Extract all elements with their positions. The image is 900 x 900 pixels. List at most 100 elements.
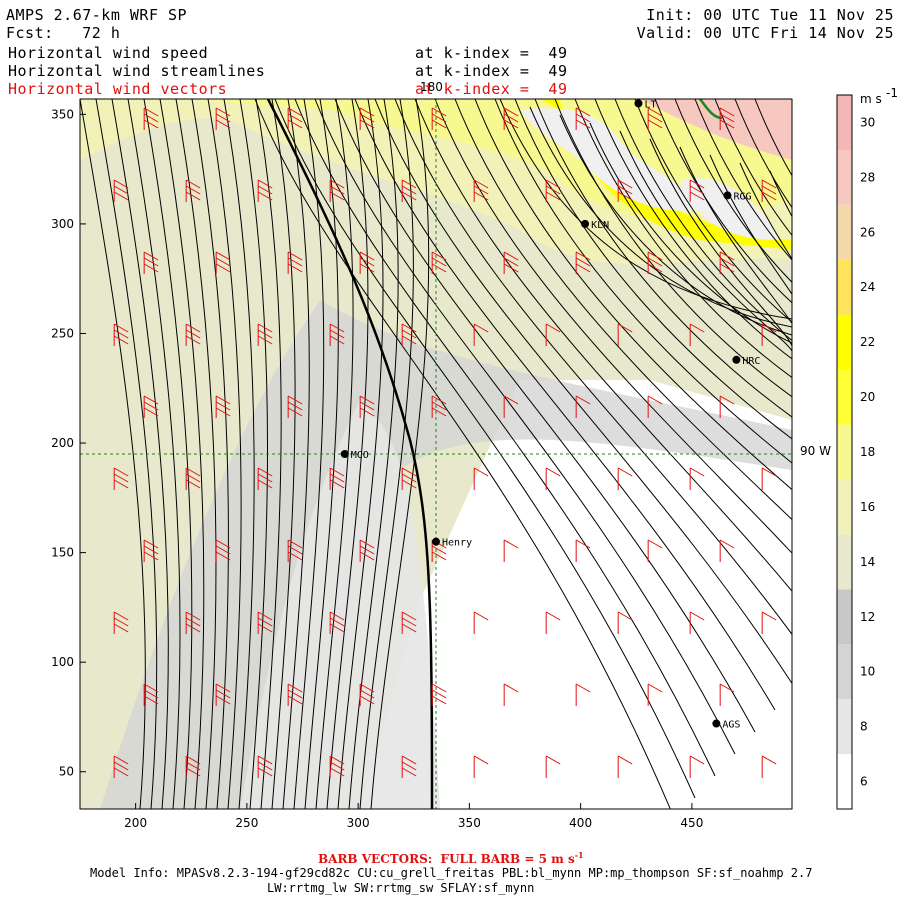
colorbar-label: 6 — [860, 775, 868, 789]
y-tick-label: 50 — [59, 765, 74, 779]
field-calm-region — [360, 380, 792, 809]
station-marker-henry — [432, 537, 440, 546]
wind-barb — [329, 179, 345, 202]
streamline — [95, 99, 158, 809]
model-info: Model Info: MPASv8.2.3-194-gf29cd82c CU:… — [90, 866, 813, 880]
wind-barb — [257, 755, 273, 778]
colorbar-swatch — [837, 204, 852, 260]
colorbar-label: 16 — [860, 500, 875, 514]
valid-time: Valid: 00 UTC Fri 14 Nov 25 — [636, 24, 894, 42]
field-coast-patch — [520, 108, 700, 211]
wind-barb — [647, 251, 663, 274]
colorbar-unit: m s — [860, 92, 882, 106]
streamline — [534, 99, 792, 418]
colorbar-swatch — [837, 534, 852, 590]
init-time: Init: 00 UTC Tue 11 Nov 25 — [646, 6, 894, 24]
station-label-henry: Henry — [442, 538, 472, 549]
model-info-physics: LW:rrtmg_lw SW:rrtmg_sw SFLAY:sf_mynn — [267, 881, 535, 895]
colorbar-label: 14 — [860, 555, 875, 569]
colorbar-label: 12 — [860, 610, 875, 624]
wind-barb — [359, 539, 375, 562]
wind-barb — [287, 683, 303, 706]
streamline — [454, 99, 792, 521]
y-tick-label: 300 — [51, 217, 74, 231]
field-name-wind-speed: Horizontal wind speed — [8, 44, 209, 62]
wind-barb — [503, 395, 519, 418]
x-tick-label: 450 — [680, 816, 703, 830]
wind-barb — [113, 611, 129, 634]
wind-barb — [503, 251, 519, 274]
wind-barb — [287, 251, 303, 274]
streamline — [159, 99, 205, 809]
streamline — [370, 99, 430, 809]
streamline — [175, 99, 217, 809]
streamline — [434, 99, 792, 554]
wind-barb — [617, 467, 633, 490]
streamline — [254, 99, 671, 809]
wind-barb — [431, 251, 447, 274]
wind-barb — [575, 683, 591, 706]
wind-barb — [719, 539, 735, 562]
wind-barb — [215, 539, 231, 562]
wind-barb — [719, 683, 735, 706]
colorbar-label: 22 — [860, 335, 875, 349]
streamline — [80, 99, 146, 809]
colorbar-swatch — [837, 479, 852, 535]
streamline — [709, 154, 792, 375]
streamline — [274, 99, 696, 799]
wind-barb — [431, 683, 447, 706]
station-label-rgg: RGG — [733, 191, 751, 202]
station-label-ags: AGS — [722, 720, 740, 731]
wind-barb — [689, 467, 705, 490]
streamline — [374, 99, 792, 685]
colorbar-label: 30 — [860, 115, 875, 129]
wind-barb — [401, 755, 417, 778]
colorbar-swatch — [837, 369, 852, 425]
wind-barb — [401, 323, 417, 346]
wind-barb — [185, 179, 201, 202]
colorbar-swatch — [837, 314, 852, 370]
wind-barb — [473, 755, 489, 778]
wind-barb — [761, 755, 777, 778]
streamline — [394, 99, 792, 636]
forecast-hour: Fcst: 72 h — [6, 24, 121, 42]
station-marker-mco — [340, 450, 349, 458]
wind-barb — [401, 611, 417, 634]
wind-barb — [575, 539, 591, 562]
streamline — [271, 99, 296, 809]
wind-barb — [617, 611, 633, 634]
wind-barb — [689, 323, 705, 346]
wind-barb — [359, 251, 375, 274]
y-tick-label: 150 — [51, 546, 74, 560]
wind-barb — [143, 395, 159, 418]
wind-barb — [761, 179, 777, 202]
wind-barb — [791, 684, 792, 706]
wind-barb — [761, 467, 777, 490]
wind-barb — [431, 107, 447, 130]
streamline — [348, 99, 399, 809]
field-light-band — [240, 400, 440, 809]
wind-barb — [689, 179, 705, 202]
field-level-streamlines: at k-index = 49 — [415, 62, 568, 80]
wind-barb — [689, 755, 705, 778]
wind-barb — [143, 251, 159, 274]
wind-barb — [215, 683, 231, 706]
wind-barb — [185, 467, 201, 490]
barb-legend: BARB VECTORS: FULL BARB = 5 m s-1 — [318, 850, 584, 866]
streamline — [594, 99, 792, 360]
wind-barb — [401, 179, 417, 202]
streamline — [223, 99, 255, 809]
streamline — [514, 99, 792, 440]
colorbar-swatch — [837, 699, 852, 755]
wind-barb — [791, 108, 792, 130]
streamline — [315, 99, 354, 809]
streamline — [619, 130, 792, 352]
wind-barb — [473, 611, 489, 634]
streamline — [529, 106, 792, 328]
wind-barb — [791, 540, 792, 562]
wind-barb — [215, 395, 231, 418]
lat-lon-grid — [80, 99, 792, 809]
wind-barb — [761, 611, 777, 634]
wind-barb — [287, 395, 303, 418]
field-yellow-peak — [250, 99, 792, 250]
